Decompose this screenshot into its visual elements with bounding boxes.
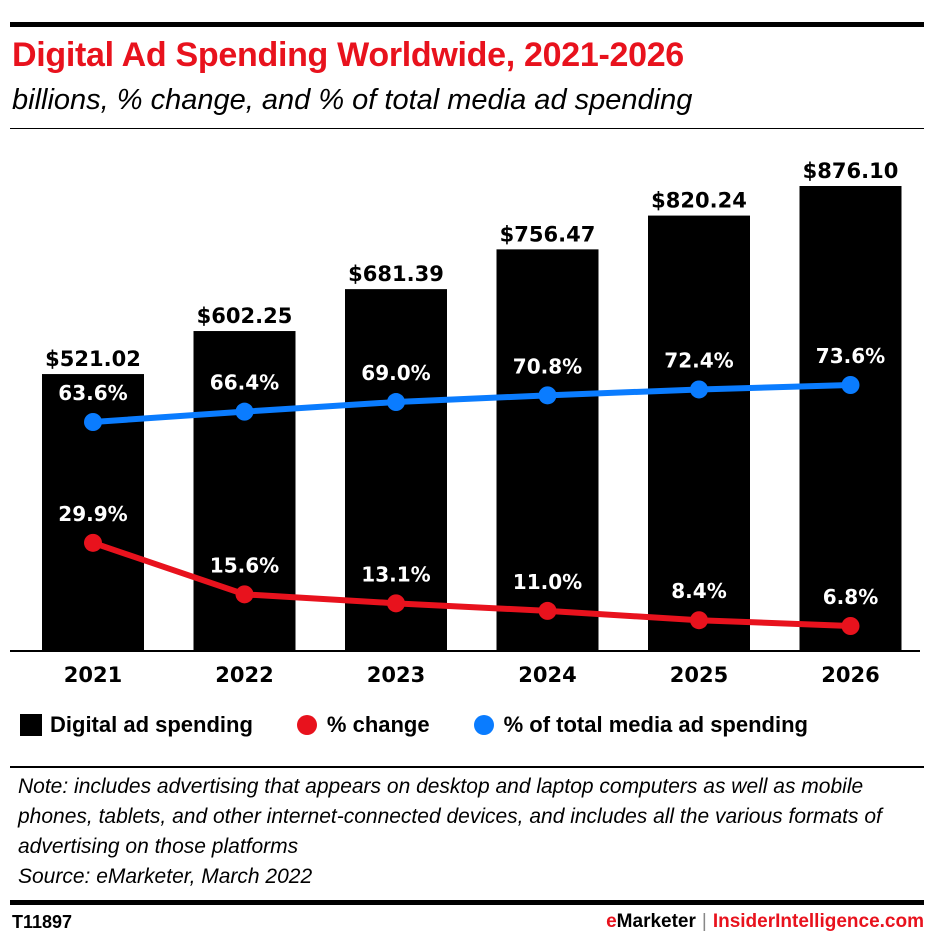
chart-subtitle: billions, % change, and % of total media… — [12, 84, 693, 116]
share-point — [538, 386, 557, 405]
bar-2025 — [648, 215, 750, 650]
brand-separator: | — [701, 911, 707, 932]
share-point — [235, 402, 254, 421]
bar-2024 — [496, 249, 599, 650]
share-data-label: 73.6% — [816, 344, 885, 368]
change-data-label: 15.6% — [210, 553, 279, 577]
brand-emarketer-rest: Marketer — [616, 911, 696, 932]
share-point — [841, 376, 860, 394]
brand-site: InsiderIntelligence.com — [712, 911, 924, 932]
bar-2023 — [345, 289, 447, 650]
share-point — [387, 393, 405, 412]
legend-item-percent-total-media: % of total media ad spending — [473, 712, 808, 738]
change-data-label: 11.0% — [513, 570, 582, 594]
bar-value-label: $820.24 — [651, 189, 747, 213]
top-rule — [10, 22, 924, 27]
x-tick-label: 2025 — [670, 663, 728, 687]
legend-item-percent-change: % change — [296, 712, 430, 738]
change-point — [538, 601, 557, 620]
legend-item-digital-ad-spending: Digital ad spending — [20, 712, 253, 738]
share-data-label: 66.4% — [210, 371, 279, 395]
title-divider — [10, 128, 924, 129]
bar-value-label: $876.10 — [803, 159, 899, 183]
bar-value-label: $756.47 — [500, 222, 596, 246]
share-data-label: 70.8% — [513, 354, 582, 378]
chart-title: Digital Ad Spending Worldwide, 2021-2026 — [12, 36, 684, 74]
x-tick-label: 2021 — [64, 663, 122, 687]
legend-label: % change — [326, 712, 430, 737]
share-point — [84, 413, 102, 431]
note-text: Note: includes advertising that appears … — [18, 775, 882, 858]
change-data-label: 13.1% — [361, 562, 430, 586]
brand-credit: eMarketer | InsiderIntelligence.com — [606, 911, 924, 933]
change-data-label: 29.9% — [58, 502, 127, 526]
bar-value-label: $602.25 — [197, 304, 293, 328]
legend-label: % of total media ad spending — [503, 712, 808, 737]
bar-value-label: $681.39 — [348, 262, 444, 286]
bar-2026 — [799, 186, 902, 650]
x-tick-label: 2024 — [518, 663, 576, 687]
chart-id: T11897 — [12, 912, 73, 932]
share-data-label: 72.4% — [664, 348, 733, 372]
change-point — [690, 611, 708, 630]
brand-emarketer: eMarketer — [606, 911, 696, 932]
change-data-label: 6.8% — [823, 585, 878, 609]
change-data-label: 8.4% — [671, 579, 726, 603]
footnote: Note: includes advertising that appears … — [18, 772, 938, 892]
source-text: Source: eMarketer, March 2022 — [18, 865, 313, 888]
black-square-icon — [20, 714, 42, 736]
red-dot-icon — [296, 715, 317, 735]
share-data-label: 63.6% — [58, 381, 127, 405]
share-line — [90, 382, 854, 425]
change-point — [235, 585, 254, 604]
share-point — [690, 380, 708, 399]
change-point — [387, 594, 405, 613]
x-tick-label: 2026 — [821, 663, 879, 687]
x-tick-label: 2023 — [367, 663, 425, 687]
share-data-label: 69.0% — [361, 361, 430, 385]
change-line — [90, 539, 854, 629]
legend-label: Digital ad spending — [50, 712, 253, 737]
bar-value-label: $521.02 — [45, 347, 141, 371]
x-tick-label: 2022 — [215, 663, 273, 687]
chart-plot: $521.02 2021 $602.25 2022 $681.39 2023 $756.47… — [10, 159, 920, 687]
blue-dot-icon — [473, 715, 494, 735]
change-point — [841, 617, 860, 635]
legend-divider — [10, 766, 924, 768]
change-point — [84, 533, 102, 552]
bottom-rule — [10, 900, 924, 905]
legend: Digital ad spending % change % of total … — [20, 712, 852, 738]
